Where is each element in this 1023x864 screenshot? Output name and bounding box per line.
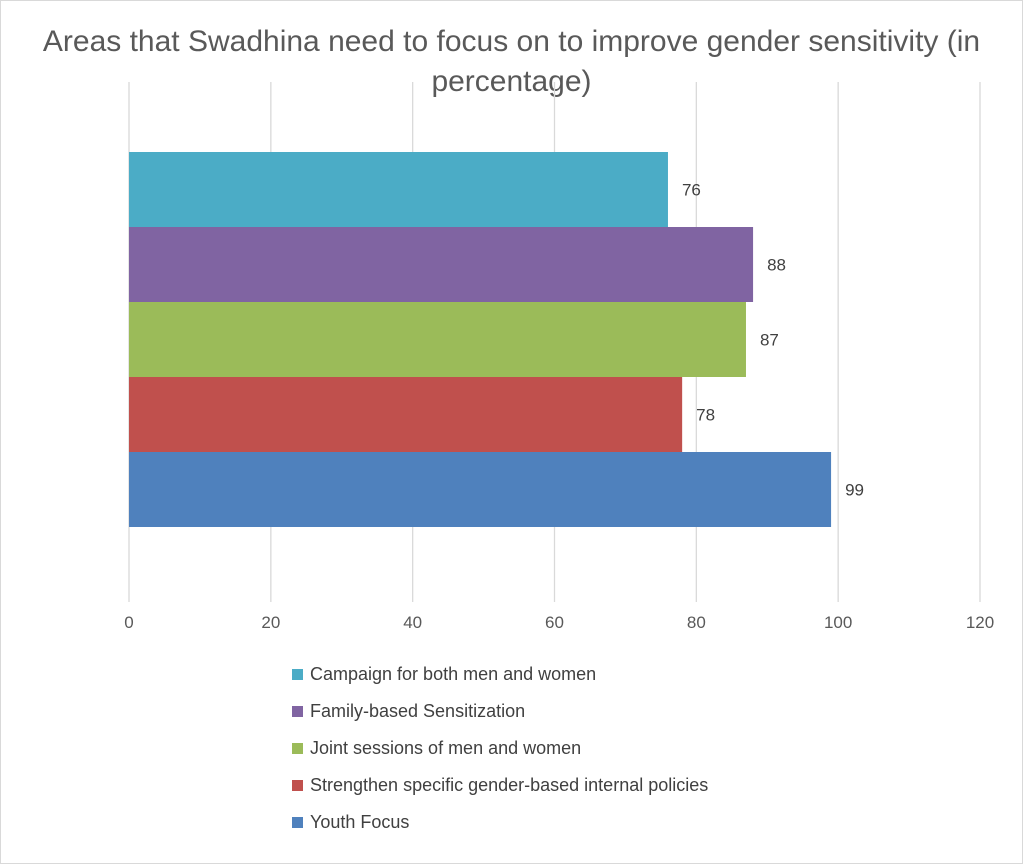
- bars: [129, 152, 832, 527]
- legend-item: Youth Focus: [292, 804, 708, 841]
- chart-title: Areas that Swadhina need to focus on to …: [42, 25, 981, 98]
- data-label: 87: [760, 331, 779, 350]
- legend-item: Family-based Sensitization: [292, 693, 708, 730]
- legend-label: Strengthen specific gender-based interna…: [310, 775, 709, 795]
- x-tick-label: 0: [124, 613, 133, 632]
- legend-swatch: [292, 706, 303, 717]
- legend-label: Joint sessions of men and women: [310, 738, 582, 758]
- legend: Campaign for both men and women Family-ba…: [292, 656, 708, 841]
- legend-swatch: [292, 817, 303, 828]
- legend-swatch: [292, 669, 303, 680]
- bar: [129, 152, 668, 227]
- data-label: 78: [696, 406, 715, 425]
- data-label: 99: [845, 481, 864, 500]
- x-axis-ticks: 0 20 40 60 80 100 120: [124, 613, 994, 632]
- legend-label: Youth Focus: [310, 812, 410, 832]
- legend-swatch: [292, 743, 303, 754]
- x-tick-label: 60: [545, 613, 564, 632]
- x-tick-label: 100: [824, 613, 852, 632]
- data-label: 76: [682, 181, 701, 200]
- data-labels: 76 88 87 78 99: [682, 181, 864, 500]
- bar: [129, 227, 754, 302]
- legend-label: Campaign for both men and women: [310, 664, 597, 684]
- legend-item: Joint sessions of men and women: [292, 730, 708, 767]
- legend-swatch: [292, 780, 303, 791]
- bar: [129, 452, 832, 527]
- bar: [129, 302, 746, 377]
- x-tick-label: 80: [687, 613, 706, 632]
- x-tick-label: 120: [966, 613, 994, 632]
- legend-label: Family-based Sensitization: [310, 701, 526, 721]
- x-tick-label: 20: [261, 613, 280, 632]
- bar: [129, 377, 683, 452]
- legend-item: Strengthen specific gender-based interna…: [292, 767, 708, 804]
- legend-item: Campaign for both men and women: [292, 656, 708, 693]
- data-label: 88: [767, 256, 786, 275]
- x-tick-label: 40: [403, 613, 422, 632]
